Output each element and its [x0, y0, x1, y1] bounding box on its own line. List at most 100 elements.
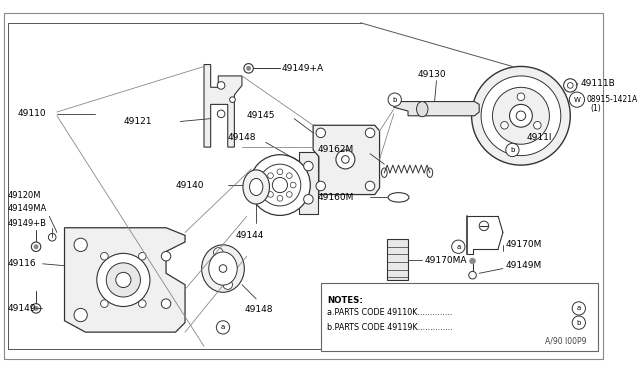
Circle shape — [517, 93, 525, 100]
Circle shape — [34, 307, 38, 310]
Circle shape — [74, 238, 87, 251]
Text: A/90 I00P9: A/90 I00P9 — [545, 336, 586, 346]
Text: b: b — [510, 147, 515, 153]
Circle shape — [250, 155, 310, 215]
Text: 4911I: 4911I — [527, 133, 552, 142]
Text: b: b — [392, 97, 397, 103]
Circle shape — [287, 192, 292, 197]
Circle shape — [161, 251, 171, 261]
Circle shape — [568, 83, 573, 88]
Circle shape — [34, 245, 38, 248]
Circle shape — [31, 304, 41, 313]
Bar — [321, 283, 598, 351]
Circle shape — [264, 182, 269, 188]
Text: a.PARTS CODE 49110K..............: a.PARTS CODE 49110K.............. — [328, 308, 452, 317]
Text: 49170MA: 49170MA — [424, 256, 467, 264]
Polygon shape — [394, 102, 479, 116]
Text: 49144: 49144 — [236, 231, 264, 240]
Polygon shape — [65, 228, 185, 332]
Circle shape — [336, 150, 355, 169]
Circle shape — [470, 258, 476, 264]
Circle shape — [287, 173, 292, 179]
Circle shape — [268, 173, 273, 179]
Text: 49160M: 49160M — [318, 193, 355, 202]
Text: 49130: 49130 — [417, 70, 446, 78]
Text: 49149+B: 49149+B — [8, 218, 47, 228]
Circle shape — [342, 155, 349, 163]
Text: 49149M: 49149M — [506, 261, 542, 270]
Text: 49162M: 49162M — [318, 145, 354, 154]
Text: a: a — [456, 244, 460, 250]
Ellipse shape — [202, 245, 244, 292]
Circle shape — [268, 192, 273, 197]
Circle shape — [218, 81, 225, 89]
Circle shape — [230, 97, 236, 103]
Circle shape — [100, 300, 108, 307]
Circle shape — [100, 253, 108, 260]
Circle shape — [97, 253, 150, 307]
Polygon shape — [299, 152, 318, 214]
Circle shape — [365, 128, 375, 138]
Circle shape — [259, 164, 301, 206]
Text: b: b — [577, 320, 581, 326]
Ellipse shape — [209, 252, 237, 285]
Circle shape — [216, 321, 230, 334]
Circle shape — [303, 161, 313, 171]
Polygon shape — [387, 239, 408, 280]
Circle shape — [116, 272, 131, 288]
Circle shape — [572, 302, 586, 315]
Text: 49170M: 49170M — [506, 240, 542, 249]
Text: 49145: 49145 — [246, 111, 275, 120]
Text: 49111B: 49111B — [580, 79, 616, 88]
Circle shape — [244, 64, 253, 73]
Text: NOTES:: NOTES: — [328, 296, 364, 305]
Circle shape — [481, 76, 561, 155]
Text: 49121: 49121 — [124, 117, 152, 126]
Text: 49148: 49148 — [245, 305, 273, 314]
Text: 49140: 49140 — [175, 180, 204, 190]
Circle shape — [291, 182, 296, 188]
Circle shape — [506, 143, 519, 157]
Text: a: a — [221, 324, 225, 330]
Circle shape — [516, 111, 525, 121]
Ellipse shape — [417, 102, 428, 117]
Circle shape — [138, 300, 146, 307]
Circle shape — [214, 248, 223, 257]
Circle shape — [500, 122, 508, 129]
Text: 49149+A: 49149+A — [282, 64, 324, 73]
Polygon shape — [204, 65, 242, 147]
Circle shape — [492, 87, 549, 144]
Circle shape — [74, 308, 87, 322]
Ellipse shape — [427, 168, 433, 177]
Circle shape — [316, 181, 326, 191]
Circle shape — [49, 234, 56, 241]
Text: 49149: 49149 — [8, 304, 36, 313]
Text: 49149MA: 49149MA — [8, 204, 47, 213]
Circle shape — [572, 316, 586, 329]
Circle shape — [564, 79, 577, 92]
Text: 08915-1421A: 08915-1421A — [586, 95, 637, 104]
Circle shape — [106, 263, 140, 297]
Circle shape — [388, 93, 401, 106]
Circle shape — [316, 128, 326, 138]
Circle shape — [570, 92, 584, 107]
Circle shape — [479, 221, 489, 231]
Circle shape — [277, 169, 283, 174]
Text: 49120M: 49120M — [8, 191, 41, 200]
Text: a: a — [577, 305, 581, 311]
Ellipse shape — [381, 168, 387, 177]
Circle shape — [452, 240, 465, 253]
Circle shape — [161, 299, 171, 308]
Circle shape — [468, 272, 476, 279]
Ellipse shape — [243, 170, 269, 204]
Text: b.PARTS CODE 49119K..............: b.PARTS CODE 49119K.............. — [328, 323, 453, 332]
Text: 49148: 49148 — [228, 133, 256, 142]
Circle shape — [365, 181, 375, 191]
Ellipse shape — [219, 265, 227, 272]
Text: 49116: 49116 — [8, 259, 36, 268]
Circle shape — [472, 67, 570, 165]
Circle shape — [246, 67, 250, 70]
Circle shape — [31, 242, 41, 251]
Circle shape — [303, 195, 313, 204]
Circle shape — [138, 253, 146, 260]
